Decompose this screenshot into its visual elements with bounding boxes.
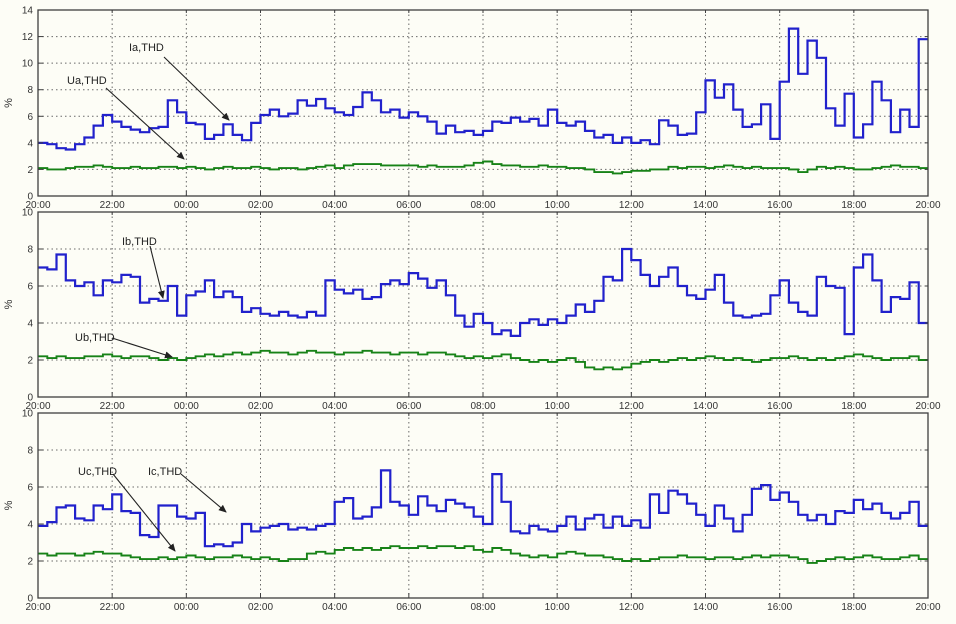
x-tick-label: 02:00: [248, 200, 273, 211]
x-tick-label: 10:00: [545, 401, 570, 412]
series-line-ub-thd: [38, 349, 928, 371]
y-tick-label: 8: [27, 85, 33, 96]
annotation-label: Uc,THD: [78, 466, 117, 478]
x-tick-label: 14:00: [693, 602, 718, 613]
x-tick-label: 12:00: [619, 602, 644, 613]
series-line-ua-thd: [38, 160, 928, 175]
y-tick-label: 4: [27, 520, 33, 531]
series-line-ia-thd: [38, 27, 928, 151]
annotation-arrow: [180, 473, 227, 513]
y-tick-label: 8: [27, 245, 33, 256]
y-tick-label: 6: [27, 483, 33, 494]
y-tick-label: 2: [27, 557, 33, 568]
y-axis-label: %: [3, 98, 15, 108]
y-tick-label: 8: [27, 446, 33, 457]
y-tick-label: 2: [27, 165, 33, 176]
y-tick-label: 6: [27, 112, 33, 123]
x-tick-label: 10:00: [545, 602, 570, 613]
x-tick-label: 12:00: [619, 200, 644, 211]
x-tick-label: 14:00: [693, 401, 718, 412]
x-tick-label: 22:00: [100, 200, 125, 211]
x-tick-label: 04:00: [322, 200, 347, 211]
annotation-label: Ib,THD: [122, 236, 157, 248]
annotation-label: Ia,THD: [129, 42, 164, 54]
x-tick-label: 08:00: [470, 401, 495, 412]
x-tick-label: 10:00: [545, 200, 570, 211]
x-tick-label: 00:00: [174, 200, 199, 211]
annotation-arrow: [163, 56, 230, 121]
y-tick-label: 2: [27, 356, 33, 367]
y-tick-label: 0: [27, 393, 33, 404]
y-axis-label: %: [3, 299, 15, 309]
x-tick-label: 16:00: [767, 602, 792, 613]
y-tick-label: 4: [27, 319, 33, 330]
series-line-ic-thd: [38, 469, 928, 548]
y-tick-label: 12: [22, 32, 34, 43]
x-tick-label: 18:00: [841, 200, 866, 211]
x-tick-label: 02:00: [248, 401, 273, 412]
x-tick-label: 00:00: [174, 401, 199, 412]
series-line-uc-thd: [38, 545, 928, 564]
x-tick-label: 20:00: [915, 200, 940, 211]
series-line-ib-thd: [38, 247, 928, 337]
x-tick-label: 20:00: [915, 401, 940, 412]
y-tick-label: 4: [27, 138, 33, 149]
x-tick-label: 06:00: [396, 200, 421, 211]
annotation-arrow: [105, 87, 185, 160]
y-tick-label: 10: [22, 409, 34, 420]
x-tick-label: 06:00: [396, 602, 421, 613]
x-tick-label: 20:00: [25, 401, 50, 412]
subplot-3: 0 2 4 6 8 10 20:00 22:00 00:00 02:00 04:00 06:00 08:…: [3, 409, 941, 614]
x-tick-label: 20:00: [25, 200, 50, 211]
x-tick-label: 20:00: [25, 602, 50, 613]
subplot-1: 0 2 4 6 8 10 12 14 20:00 22:00 00:00 02:00 04:00 06:0…: [3, 6, 941, 212]
annotation-arrow: [111, 337, 173, 359]
x-tick-label: 22:00: [100, 401, 125, 412]
y-axis-label: %: [3, 500, 15, 510]
x-tick-label: 16:00: [767, 401, 792, 412]
annotation-arrow: [149, 245, 165, 299]
subplot-2: 0 2 4 6 8 10 20:00 22:00 00:00 02:00 04:00 06:00 08:…: [3, 208, 941, 413]
y-tick-label: 10: [22, 59, 34, 70]
y-tick-label: 6: [27, 282, 33, 293]
x-tick-label: 18:00: [841, 401, 866, 412]
x-tick-label: 04:00: [322, 401, 347, 412]
y-tick-label: 14: [22, 6, 34, 17]
y-tick-label: 0: [27, 594, 33, 605]
x-tick-label: 18:00: [841, 602, 866, 613]
y-tick-label: 10: [22, 208, 34, 219]
x-tick-label: 08:00: [470, 602, 495, 613]
x-tick-label: 06:00: [396, 401, 421, 412]
annotation-label: Ua,THD: [67, 75, 107, 87]
x-tick-label: 16:00: [767, 200, 792, 211]
y-tick-label: 0: [27, 192, 33, 203]
x-tick-label: 04:00: [322, 602, 347, 613]
x-tick-label: 08:00: [470, 200, 495, 211]
x-tick-label: 20:00: [915, 602, 940, 613]
x-tick-label: 12:00: [619, 401, 644, 412]
x-tick-label: 00:00: [174, 602, 199, 613]
x-tick-label: 14:00: [693, 200, 718, 211]
x-tick-label: 22:00: [100, 602, 125, 613]
x-tick-label: 02:00: [248, 602, 273, 613]
annotation-arrow: [112, 473, 176, 552]
annotation-label: Ic,THD: [148, 466, 182, 478]
annotation-label: Ub,THD: [75, 332, 115, 344]
